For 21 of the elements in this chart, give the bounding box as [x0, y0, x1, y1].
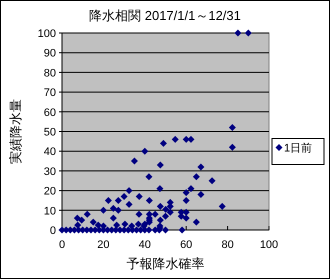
y-tick-label: 90	[44, 48, 56, 60]
y-tick-label: 40	[44, 146, 56, 158]
x-tick-label: 0	[58, 239, 66, 251]
y-axis-title: 実績降水量	[8, 99, 23, 164]
y-tick-label: 30	[44, 166, 56, 178]
y-tick-label: 10	[44, 205, 56, 218]
y-tick-label: 80	[44, 67, 56, 80]
y-tick-label: 60	[44, 106, 56, 119]
y-tick-label: 100	[38, 28, 56, 40]
x-tick-label: 80	[221, 239, 234, 251]
x-tick-label: 20	[97, 239, 110, 251]
y-tick-label: 50	[44, 126, 56, 138]
y-tick-label: 70	[44, 87, 56, 100]
x-tick-label: 100	[260, 239, 278, 251]
x-axis-title: 予報降水確率	[126, 256, 204, 271]
x-tick-label: 60	[180, 239, 192, 251]
legend-label: 1日前	[284, 142, 312, 154]
chart-title: 降水相関 2017/1/1～12/31	[89, 8, 241, 23]
y-tick-label: 20	[44, 186, 56, 198]
x-tick-label: 40	[138, 239, 151, 251]
y-tick-label: 0	[50, 225, 56, 237]
